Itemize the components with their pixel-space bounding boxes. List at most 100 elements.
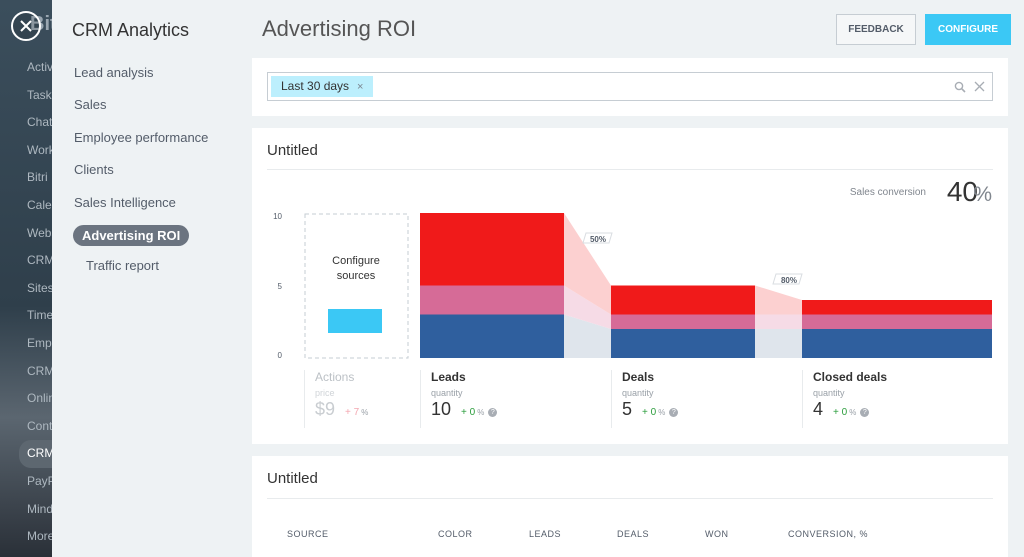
sidebar-item-employee-performance[interactable]: Employee performance [74,130,209,145]
help-icon[interactable]: ? [488,408,498,417]
background-menu-item: Onlin [27,391,52,406]
stat-change-value: + 0 [833,407,848,418]
widget-divider [267,169,993,170]
stat-change-unit: % [849,408,857,417]
funnel-flow-segment [755,329,802,358]
stat-value: 5 [622,399,633,419]
sales-conversion-label: Sales conversion [849,187,926,198]
background-menu-item: Bitri [27,170,48,185]
funnel-widget: Untitled Sales conversion 40 % 10 5 0 Co… [252,128,1008,444]
feedback-button[interactable]: FEEDBACK [836,14,916,45]
background-menu-item: PayP [27,473,52,488]
stat-change-unit: % [477,408,485,417]
background-menu-item: More [27,529,52,544]
transition-badge: 80% [772,273,803,285]
clear-filter-icon[interactable] [974,81,985,92]
sidebar-item-sales[interactable]: Sales [74,97,107,112]
configure-sources-label: sources [337,270,376,282]
stat-deals: Deals quantity 5 + 0%? [611,370,796,428]
column-header-leads[interactable]: LEADS [529,529,562,539]
funnel-bar-segment [611,329,755,358]
background-menu-item: Cont [27,418,52,433]
stat-quantity-label: quantity [813,388,845,398]
filter-tag-label: Last 30 days [281,79,350,93]
filter-card: Last 30 days × [252,58,1008,116]
search-icon[interactable] [954,81,966,93]
stat-change-value: + 0 [461,407,476,418]
y-tick-label: 10 [273,212,282,221]
help-icon[interactable]: ? [669,408,679,417]
column-header-conversion[interactable]: CONVERSION, % [788,529,869,539]
configure-sources-label: Configure [332,255,380,267]
widget-title: Untitled [267,470,318,487]
sidebar-subitem-traffic-report[interactable]: Traffic report [86,258,159,273]
funnel-flow-segment [755,314,802,329]
stat-change-unit: % [361,408,369,417]
configure-button[interactable]: CONFIGURE [925,14,1011,45]
funnel-flow-segment [755,285,802,315]
stat-value: $9 [315,399,336,419]
funnel-bar-segment [611,314,755,329]
stat-change: + 0%? [461,407,498,418]
stat-change: + 7% [345,407,368,418]
filter-input[interactable]: Last 30 days × [267,72,993,101]
stat-actions: Actions price $9 + 7% [304,370,414,428]
filter-tag-remove-icon[interactable]: × [357,81,364,93]
sidebar-item-advertising-roi[interactable]: Advertising ROI [73,225,190,246]
transition-label: 50% [590,235,606,244]
background-menu-item: Task [27,87,52,102]
stat-quantity-label: price [315,388,335,398]
funnel-flow-segment [564,285,611,329]
column-header-source[interactable]: SOURCE [287,529,329,539]
configure-sources-placeholder [304,213,409,359]
stat-change-value: + 7 [345,407,360,418]
funnel-bar-segment [420,314,564,358]
column-header-color[interactable]: COLOR [438,529,473,539]
column-header-won[interactable]: WON [705,529,729,539]
stat-name: Leads [431,370,466,384]
funnel-flow-segment [564,213,611,315]
filter-tag[interactable]: Last 30 days × [271,76,374,97]
stat-change: + 0%? [833,407,870,418]
transition-badge: 50% [582,232,613,244]
stat-quantity-label: quantity [622,388,654,398]
y-tick-label: 5 [278,282,283,291]
funnel-flows [564,213,802,358]
page-title: Advertising ROI [262,16,417,41]
close-icon [20,20,32,32]
analytics-sidebar: CRM Analytics Lead analysis Sales Employ… [52,0,252,557]
funnel-bar-segment [802,329,992,358]
background-menu-item: Time [27,308,52,323]
funnel-bar-segment [802,314,992,329]
background-menu-item: Work [27,142,52,157]
background-menu-item: Activ [27,60,52,74]
sales-conversion-unit: % [973,183,992,206]
funnel-bar-segment [802,300,992,315]
stat-name: Closed deals [813,370,888,384]
sidebar-item-clients[interactable]: Clients [74,162,114,177]
sources-table-widget: Untitled SOURCE COLOR LEADS DEALS WON CO… [252,456,1008,557]
background-menu-item: CRM [19,440,52,468]
widget-divider [267,498,993,499]
sidebar-item-lead-analysis[interactable]: Lead analysis [74,65,154,80]
funnel-bars [420,213,992,358]
close-slider-button[interactable] [11,11,41,41]
sidebar-title: CRM Analytics [72,20,190,40]
transition-label: 80% [781,276,797,285]
background-app-sidebar: Bit ActivTaskChatWorkBitriCaleWebsCRMSit… [0,0,52,557]
background-menu-item: Cale [27,197,52,212]
column-header-deals[interactable]: DEALS [617,529,650,539]
funnel-chart: 10 5 0 Configure sources 50% 80% [273,212,992,360]
stat-name: Actions [315,370,355,384]
stat-change: + 0%? [642,407,679,418]
background-menu-item: Webs [27,225,52,240]
funnel-bar-segment [611,285,755,315]
widget-title: Untitled [267,142,318,159]
sidebar-item-sales-intelligence[interactable]: Sales Intelligence [74,195,176,210]
stat-quantity-label: quantity [431,388,463,398]
configure-sources-button[interactable] [328,309,382,333]
help-icon[interactable]: ? [860,408,870,417]
stat-value: 4 [813,399,824,419]
funnel-bar-segment [420,213,564,286]
stat-change-value: + 0 [642,407,657,418]
